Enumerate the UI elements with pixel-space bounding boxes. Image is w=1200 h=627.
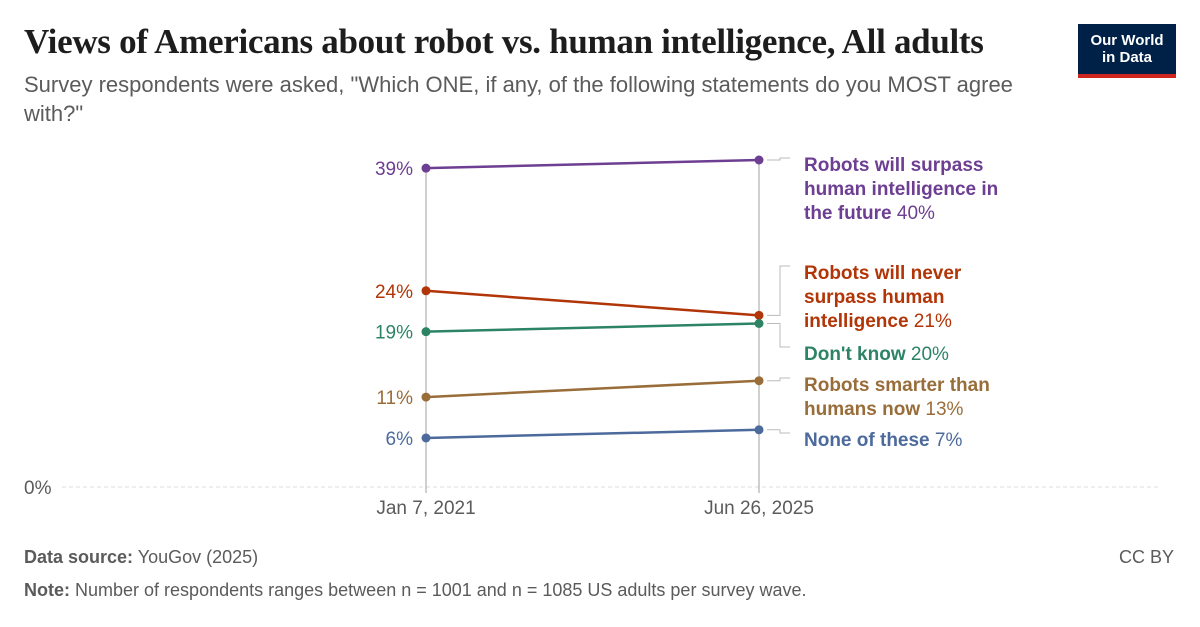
data-point[interactable] (754, 425, 764, 435)
chart-note: Note: Number of respondents ranges betwe… (24, 580, 806, 601)
source-label: Data source: (24, 547, 134, 567)
series-line[interactable] (425, 289, 760, 317)
source-value[interactable]: YouGov (2025) (137, 547, 259, 567)
data-point[interactable] (421, 392, 431, 402)
license-text[interactable]: CC BY (1118, 547, 1174, 567)
series-label[interactable]: Robots smarter than humans now 13% (804, 375, 990, 420)
data-point[interactable] (754, 310, 764, 320)
x-tick-label: Jan 7, 2021 (376, 498, 475, 519)
x-tick-label: Jun 26, 2025 (704, 498, 814, 519)
series-line[interactable] (425, 428, 760, 440)
data-point[interactable] (421, 327, 431, 337)
y-tick-label: 0% (24, 478, 52, 499)
data-source: Data source: YouGov (2025) (24, 547, 258, 568)
data-point[interactable] (754, 155, 764, 165)
label-connector (767, 377, 790, 382)
label-connector (767, 157, 790, 161)
start-value-label: 11% (376, 388, 413, 409)
start-value-label: 39% (375, 159, 413, 180)
data-point[interactable] (421, 433, 431, 443)
start-value-label: 24% (375, 282, 413, 303)
series-label[interactable]: Robots will surpass human intelligence in… (804, 155, 998, 224)
chart-subtitle: Survey respondents were asked, "Which ON… (24, 72, 1013, 126)
start-value-label: 6% (386, 429, 414, 450)
logo-line-1: Our World (1090, 32, 1164, 49)
series-line[interactable] (425, 322, 760, 333)
start-value-label: 19% (375, 323, 413, 344)
logo-line-2: in Data (1101, 49, 1152, 66)
series-line[interactable] (425, 158, 760, 170)
series-label[interactable]: Robots will never surpass human intelligen… (804, 263, 962, 332)
note-value: Number of respondents ranges between n =… (75, 580, 807, 600)
data-point[interactable] (754, 376, 764, 386)
data-point[interactable] (421, 286, 431, 296)
series-line[interactable] (425, 379, 760, 399)
label-connector (767, 323, 790, 348)
data-point[interactable] (421, 163, 431, 173)
data-point[interactable] (754, 319, 764, 328)
series-label[interactable]: None of these 7% (804, 430, 962, 451)
series-label[interactable]: Don't know 20% (804, 344, 949, 365)
label-connector (767, 265, 790, 316)
note-label: Note: (24, 580, 70, 600)
chart-title: Views of Americans about robot vs. human… (24, 22, 984, 61)
label-connector (767, 429, 790, 434)
owid-logo[interactable]: Our World in Data (1078, 24, 1176, 78)
